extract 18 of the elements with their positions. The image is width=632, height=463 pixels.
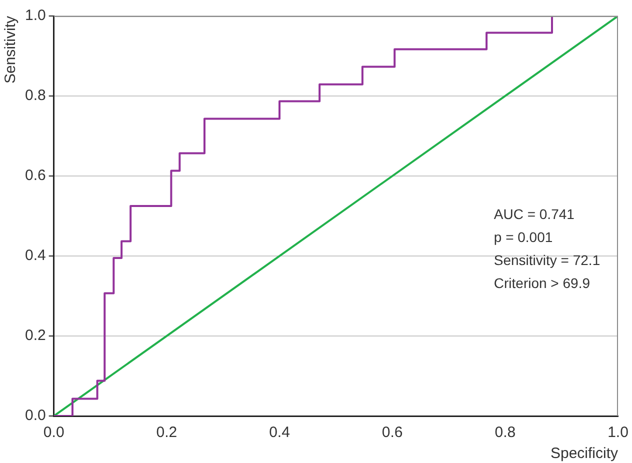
annotation: p = 0.001 (494, 228, 553, 245)
x-axis-title: Specificity (550, 445, 618, 462)
x-tick-label: 0.8 (494, 424, 516, 442)
x-tick-label: 1.0 (608, 424, 628, 442)
x-tick-label: 0.4 (269, 424, 290, 442)
annotation: Criterion > 69.9 (494, 274, 590, 291)
y-tick-label: 0.6 (24, 167, 46, 184)
y-tick-label: 0.4 (24, 247, 46, 264)
x-tick-label: 0.2 (156, 424, 178, 442)
y-tick-label: 0.2 (24, 327, 46, 344)
annotation: Sensitivity = 72.1 (494, 252, 600, 268)
annotation: AUC = 0.741 (494, 206, 575, 222)
x-tick-label: 0.6 (382, 424, 403, 442)
y-tick-label: 0.8 (24, 87, 46, 104)
x-tick-label: 0.0 (43, 424, 64, 442)
y-axis-title: Sensitivity (2, 16, 20, 84)
y-tick-label: 1.0 (24, 7, 46, 24)
y-tick-label: 0.0 (24, 407, 46, 424)
